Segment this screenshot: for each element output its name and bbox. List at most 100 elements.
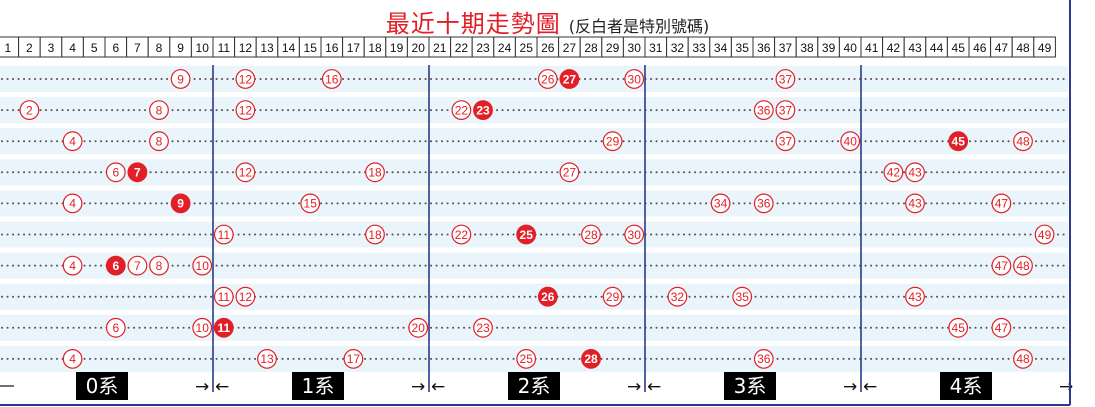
special-ball: 26 bbox=[537, 286, 558, 307]
number-header-cell: 39 bbox=[817, 36, 840, 58]
number-header-label: 4 bbox=[69, 41, 76, 55]
ball-number: 49 bbox=[1038, 228, 1052, 242]
drawn-ball: 25 bbox=[516, 349, 537, 369]
drawn-ball: 13 bbox=[257, 349, 277, 369]
number-header-cell: 29 bbox=[601, 36, 624, 58]
number-header-cell: 34 bbox=[709, 36, 732, 58]
ball-number: 36 bbox=[757, 103, 771, 117]
drawn-ball: 6 bbox=[105, 317, 126, 338]
drawn-ball: 8 bbox=[149, 100, 169, 120]
ball-number: 47 bbox=[995, 321, 1009, 335]
drawn-ball: 18 bbox=[365, 224, 385, 245]
group-label-box bbox=[76, 372, 128, 400]
ball-number: 37 bbox=[779, 135, 793, 149]
ball-number: 37 bbox=[779, 72, 793, 86]
ball-circle bbox=[149, 255, 169, 276]
ball-circle bbox=[516, 224, 537, 245]
drawn-ball: 9 bbox=[170, 69, 191, 89]
number-header-label: 48 bbox=[1016, 41, 1030, 55]
ball-number: 6 bbox=[112, 321, 119, 335]
drawn-ball: 2 bbox=[19, 100, 40, 120]
number-header-cell: 6 bbox=[104, 36, 128, 58]
group-arrow-right: → bbox=[195, 377, 209, 397]
ball-circle bbox=[753, 100, 774, 120]
drawn-ball: 49 bbox=[1034, 224, 1055, 245]
number-header-label: 12 bbox=[239, 41, 253, 55]
ball-circle bbox=[991, 255, 1012, 276]
number-header-label: 1 bbox=[4, 41, 11, 55]
number-header-label: 46 bbox=[973, 41, 987, 55]
ball-number: 28 bbox=[584, 228, 598, 242]
drawn-ball: 12 bbox=[235, 69, 256, 89]
ball-circle bbox=[451, 224, 472, 245]
ball-number: 22 bbox=[455, 103, 469, 117]
special-ball: 7 bbox=[127, 162, 148, 183]
ball-circle bbox=[62, 193, 83, 214]
special-number-note: (反白者是特別號碼) bbox=[568, 17, 710, 36]
ball-circle bbox=[235, 162, 256, 183]
special-ball: 9 bbox=[170, 193, 191, 214]
ball-circle bbox=[581, 224, 601, 245]
ball-circle bbox=[149, 131, 169, 152]
number-header-label: 23 bbox=[476, 41, 490, 55]
ball-circle bbox=[321, 69, 342, 89]
ball-number: 48 bbox=[1016, 135, 1030, 149]
ball-circle bbox=[105, 255, 126, 276]
number-header-label: 27 bbox=[563, 41, 577, 55]
special-ball: 25 bbox=[516, 224, 537, 245]
number-header-cell: 24 bbox=[493, 36, 516, 58]
ball-circle bbox=[149, 100, 169, 120]
ball-number: 29 bbox=[606, 290, 620, 304]
ball-number: 47 bbox=[995, 259, 1009, 273]
number-header-label: 9 bbox=[177, 41, 184, 55]
number-header-label: 21 bbox=[433, 41, 447, 55]
ball-number: 8 bbox=[156, 259, 163, 273]
number-header-label: 35 bbox=[736, 41, 750, 55]
drawn-ball: 4 bbox=[62, 255, 83, 276]
number-header-label: 26 bbox=[541, 41, 555, 55]
ball-circle bbox=[602, 131, 623, 152]
ball-number: 8 bbox=[156, 135, 163, 149]
number-header-label: 38 bbox=[800, 41, 814, 55]
number-header-cell: 48 bbox=[1011, 36, 1035, 58]
drawn-ball: 36 bbox=[753, 193, 774, 214]
number-header-label: 14 bbox=[282, 41, 296, 55]
drawn-ball: 15 bbox=[300, 193, 321, 214]
group-arrow-right: → bbox=[843, 377, 857, 397]
number-header-cell: 10 bbox=[190, 36, 214, 58]
number-header-cell: 45 bbox=[946, 36, 970, 58]
ball-circle bbox=[105, 162, 126, 183]
ball-number: 4 bbox=[69, 135, 76, 149]
ball-number: 29 bbox=[606, 135, 620, 149]
ball-circle bbox=[257, 349, 277, 369]
number-header-label: 31 bbox=[649, 41, 663, 55]
group-label: 2系 bbox=[518, 374, 551, 398]
drawn-ball: 47 bbox=[991, 255, 1012, 276]
ball-number: 13 bbox=[260, 352, 274, 366]
ball-number: 11 bbox=[217, 321, 230, 335]
ball-circle bbox=[235, 286, 256, 307]
ball-number: 48 bbox=[1016, 259, 1030, 273]
drawn-ball: 12 bbox=[235, 100, 256, 120]
group-arrow-left: ← bbox=[431, 377, 445, 397]
ball-number: 36 bbox=[757, 197, 771, 211]
drawn-ball: 48 bbox=[1013, 255, 1033, 276]
drawn-ball: 22 bbox=[451, 224, 472, 245]
number-header-label: 40 bbox=[844, 41, 858, 55]
ball-circle bbox=[127, 162, 148, 183]
drawn-ball: 43 bbox=[905, 162, 925, 183]
ball-number: 17 bbox=[347, 352, 361, 366]
ball-number: 48 bbox=[1016, 352, 1030, 366]
drawn-ball: 36 bbox=[753, 349, 774, 369]
number-header-label: 42 bbox=[887, 41, 901, 55]
number-header-label: 22 bbox=[455, 41, 469, 55]
ball-number: 34 bbox=[714, 197, 728, 211]
number-header-cell: 40 bbox=[838, 36, 862, 58]
ball-number: 26 bbox=[541, 290, 555, 304]
ball-circle bbox=[170, 193, 191, 214]
group-arrow-left: ← bbox=[647, 377, 661, 397]
ball-number: 40 bbox=[844, 135, 858, 149]
drawn-ball: 8 bbox=[149, 255, 169, 276]
ball-circle bbox=[516, 349, 537, 369]
